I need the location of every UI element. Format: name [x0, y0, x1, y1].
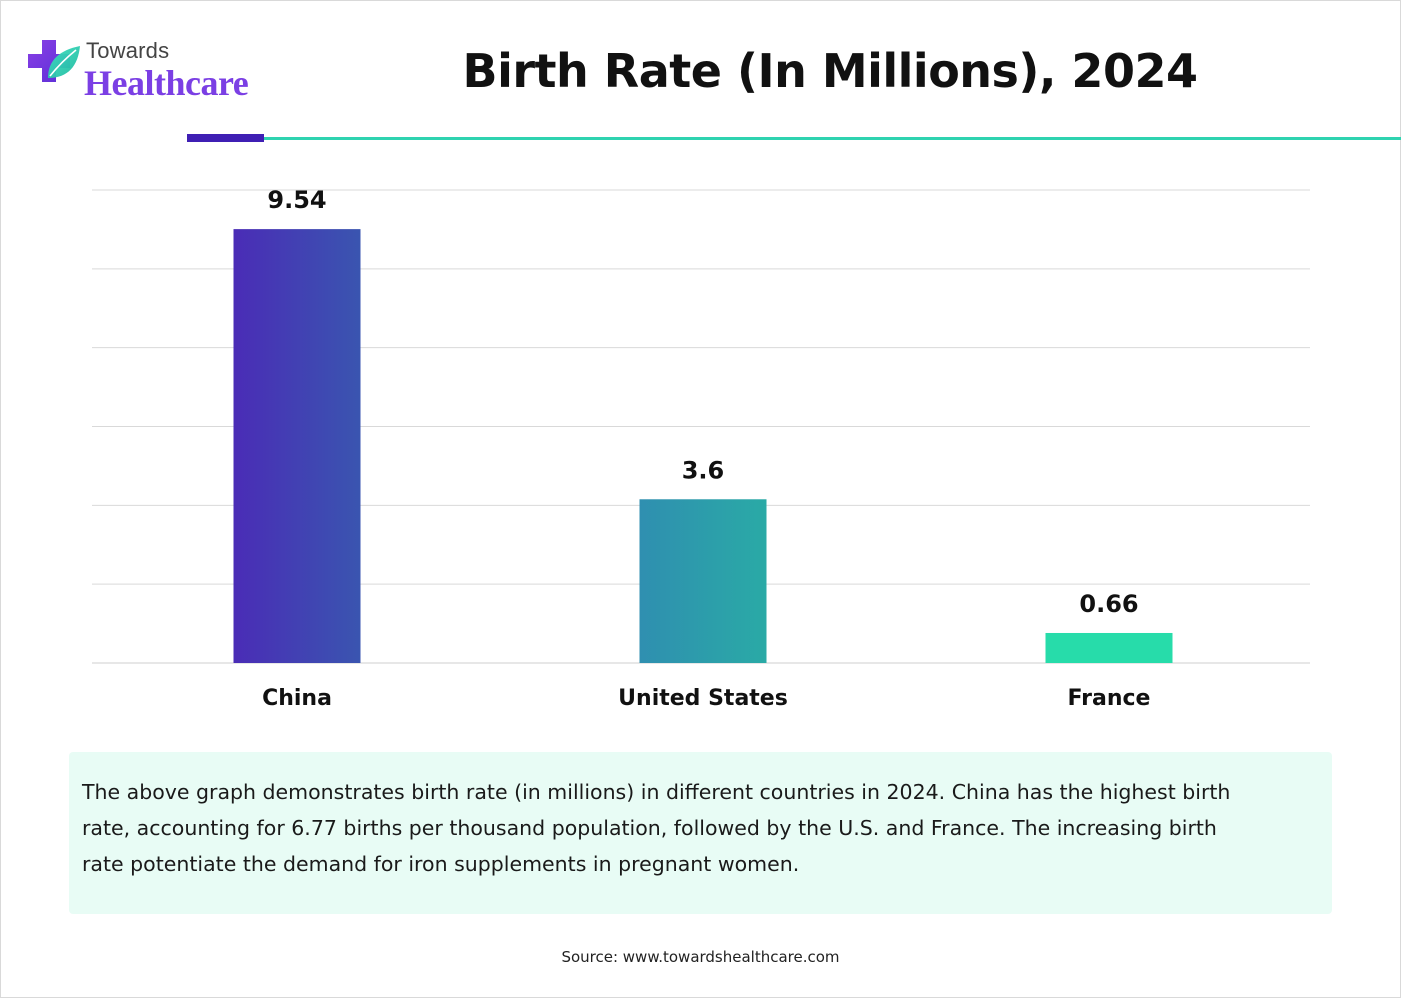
bar-united-states — [639, 499, 767, 663]
bar-france — [1045, 632, 1173, 663]
brand-logo: Towards Healthcare — [26, 36, 266, 106]
logo-text-bottom: Healthcare — [84, 63, 249, 103]
header-divider-accent — [187, 134, 264, 142]
bars — [233, 229, 1173, 663]
bar-chart: 9.54 3.6 0.66 China United States France — [92, 186, 1310, 711]
source-note: Source: www.towardshealthcare.com — [561, 948, 840, 966]
value-labels: 9.54 3.6 0.66 — [267, 186, 1138, 618]
description-text: The above graph demonstrates birth rate … — [82, 780, 1231, 876]
logo-text-top: Towards — [86, 38, 170, 63]
category-label: China — [262, 686, 332, 711]
chart-title: Birth Rate (In Millions), 2024 — [462, 44, 1198, 98]
medical-cross-leaf-icon — [28, 40, 80, 82]
value-label: 3.6 — [682, 456, 725, 484]
value-label: 9.54 — [267, 186, 326, 214]
category-label: France — [1068, 686, 1151, 711]
value-label: 0.66 — [1079, 590, 1138, 618]
header-divider — [187, 137, 1401, 140]
bar-china — [233, 229, 361, 663]
category-labels: China United States France — [262, 686, 1150, 711]
category-label: United States — [618, 686, 788, 711]
description-panel: The above graph demonstrates birth rate … — [69, 752, 1332, 914]
